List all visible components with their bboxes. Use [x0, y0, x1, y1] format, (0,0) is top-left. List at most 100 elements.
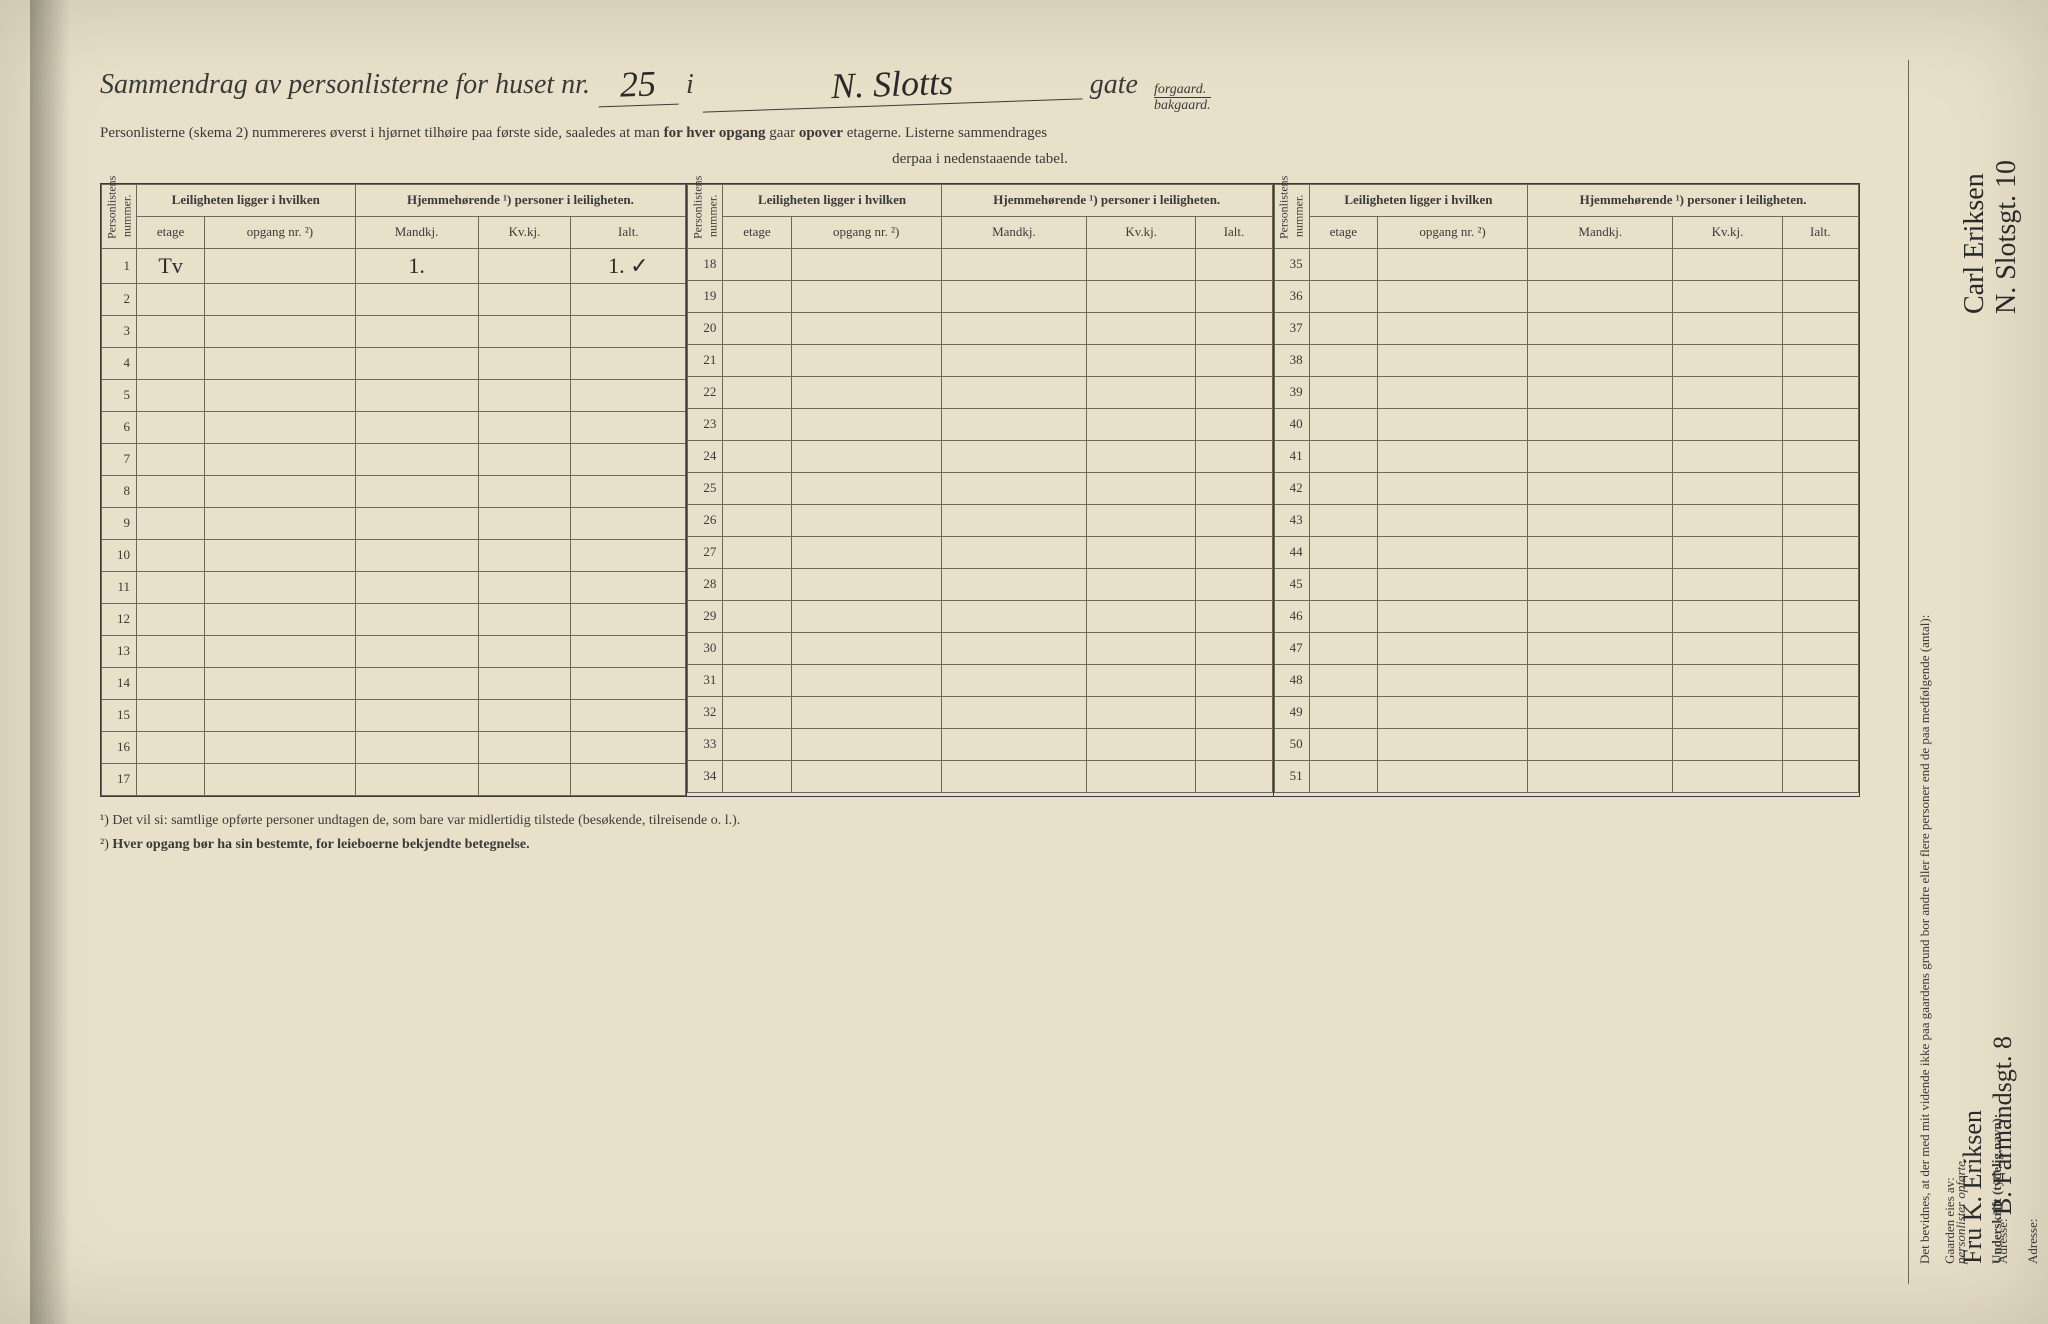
row-number: 13	[102, 635, 137, 667]
cell-mandkj	[941, 248, 1086, 280]
cell-etage	[137, 571, 205, 603]
cell-etage	[1309, 536, 1377, 568]
table-row: 19	[688, 280, 1272, 312]
row-number: 39	[1274, 376, 1309, 408]
signature-hw: Carl Eriksen N. Slotsgt. 10	[1959, 160, 2023, 314]
cell-mandkj	[355, 667, 478, 699]
table-row: 22	[688, 376, 1272, 408]
gate-fraction: forgaard. bakgaard.	[1154, 82, 1211, 114]
table-row: 1Tv1.1. ✓	[102, 248, 686, 283]
cell-kvkj	[1673, 408, 1782, 440]
cell-kvkj	[1087, 376, 1196, 408]
cell-opgang	[205, 539, 355, 571]
cell-mandkj: 1.	[355, 248, 478, 283]
cell-opgang	[791, 312, 941, 344]
cell-etage	[723, 280, 791, 312]
cell-ialt	[1782, 536, 1858, 568]
cell-kvkj	[1673, 760, 1782, 792]
cell-opgang	[791, 376, 941, 408]
cell-opgang	[205, 571, 355, 603]
cell-ialt	[1782, 568, 1858, 600]
table-row: 30	[688, 632, 1272, 664]
cell-etage	[1309, 728, 1377, 760]
row-number: 2	[102, 283, 137, 315]
cell-mandkj	[355, 571, 478, 603]
header-personlistens: Personlistens nummer.	[102, 184, 137, 248]
row-number: 30	[688, 632, 723, 664]
cell-opgang	[1377, 376, 1527, 408]
cell-mandkj	[941, 376, 1086, 408]
row-number: 18	[688, 248, 723, 280]
cell-etage	[137, 603, 205, 635]
cell-mandkj	[1528, 664, 1673, 696]
cell-etage	[1309, 408, 1377, 440]
census-table: Personlistens nummer. Leiligheten ligger …	[100, 183, 1860, 797]
cell-mandkj	[1528, 408, 1673, 440]
cell-opgang	[1377, 280, 1527, 312]
cell-opgang	[1377, 312, 1527, 344]
cell-mandkj	[355, 699, 478, 731]
row-number: 4	[102, 347, 137, 379]
cell-ialt	[571, 379, 686, 411]
cell-opgang	[791, 664, 941, 696]
subheader: Kv.kj.	[1087, 216, 1196, 248]
cell-etage	[1309, 600, 1377, 632]
table-row: 23	[688, 408, 1272, 440]
cell-ialt	[1782, 600, 1858, 632]
table-row: 2	[102, 283, 686, 315]
cell-mandkj	[355, 443, 478, 475]
cell-etage	[137, 443, 205, 475]
row-number: 16	[102, 731, 137, 763]
cell-ialt	[1782, 664, 1858, 696]
cell-etage	[137, 635, 205, 667]
cell-mandkj	[1528, 344, 1673, 376]
cell-ialt	[571, 571, 686, 603]
cell-etage	[723, 472, 791, 504]
header-hjemmehorende: Hjemmehørende ¹) personer i leiligheten.	[1528, 184, 1859, 216]
cell-mandkj	[1528, 312, 1673, 344]
row-number: 19	[688, 280, 723, 312]
cell-opgang	[791, 568, 941, 600]
row-number: 27	[688, 536, 723, 568]
cell-opgang	[205, 763, 355, 795]
table-row: 4	[102, 347, 686, 379]
cell-opgang	[791, 728, 941, 760]
cell-kvkj	[1087, 696, 1196, 728]
cell-ialt	[571, 411, 686, 443]
cell-ialt	[1782, 760, 1858, 792]
table-row: 15	[102, 699, 686, 731]
row-number: 42	[1274, 472, 1309, 504]
gate-label: gate	[1090, 69, 1138, 101]
table-row: 25	[688, 472, 1272, 504]
header-personlistens: Personlistens nummer.	[1274, 184, 1309, 248]
header-leiligheten: Leiligheten ligger i hvilken	[723, 184, 942, 216]
table-section: Personlistens nummer.Leiligheten ligger …	[1274, 184, 1859, 796]
subheader: Kv.kj.	[478, 216, 571, 248]
cell-ialt	[1782, 472, 1858, 504]
cell-mandkj	[355, 379, 478, 411]
cell-opgang	[791, 408, 941, 440]
cell-ialt	[1196, 248, 1272, 280]
table-row: 18	[688, 248, 1272, 280]
cell-opgang	[205, 699, 355, 731]
cell-kvkj	[1087, 632, 1196, 664]
cell-kvkj	[478, 411, 571, 443]
table-row: 24	[688, 440, 1272, 472]
cell-kvkj	[1673, 472, 1782, 504]
owner-signature: Fru K. Eriksen	[1958, 1036, 1988, 1264]
row-number: 3	[102, 315, 137, 347]
header-hjemmehorende: Hjemmehørende ¹) personer i leiligheten.	[355, 184, 686, 216]
cell-ialt	[1196, 728, 1272, 760]
cell-mandkj	[941, 312, 1086, 344]
table-row: 27	[688, 536, 1272, 568]
table-row: 6	[102, 411, 686, 443]
cell-etage	[1309, 344, 1377, 376]
cell-opgang	[791, 248, 941, 280]
row-number: 34	[688, 760, 723, 792]
cell-kvkj	[1087, 504, 1196, 536]
cell-mandkj	[1528, 568, 1673, 600]
cell-ialt	[1782, 632, 1858, 664]
cell-etage	[137, 699, 205, 731]
certification-text: Det bevidnes, at der med mit vidende ikk…	[1917, 80, 1933, 1264]
cell-mandkj	[941, 504, 1086, 536]
